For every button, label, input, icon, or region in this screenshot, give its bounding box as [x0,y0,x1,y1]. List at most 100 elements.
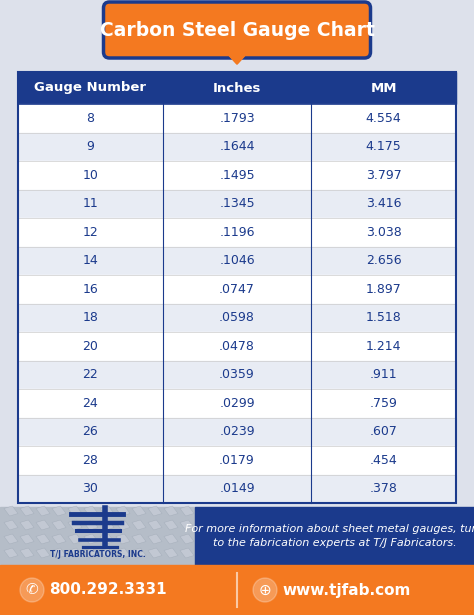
Text: ✆: ✆ [26,582,38,598]
Text: 18: 18 [82,311,98,324]
Text: Gauge Number: Gauge Number [34,82,146,95]
Polygon shape [36,520,50,530]
Text: .454: .454 [370,454,398,467]
Bar [18,475,456,503]
Bar [18,72,456,104]
Polygon shape [132,548,146,558]
Polygon shape [148,506,162,516]
Text: .759: .759 [370,397,398,410]
Text: 3.797: 3.797 [366,169,401,182]
Polygon shape [148,520,162,530]
Polygon shape [100,506,114,516]
Text: .607: .607 [370,425,398,438]
Text: 2.656: 2.656 [366,254,401,268]
Polygon shape [116,520,130,530]
Bar [18,332,456,360]
Text: .378: .378 [370,482,398,495]
Polygon shape [4,506,18,516]
Circle shape [253,578,277,602]
Polygon shape [116,534,130,544]
Text: 3.416: 3.416 [366,197,401,210]
Polygon shape [164,520,178,530]
Polygon shape [132,534,146,544]
Polygon shape [180,520,194,530]
Bar [0,507,195,565]
Bar [18,132,456,161]
Bar [18,418,456,446]
Text: .0598: .0598 [219,311,255,324]
Bar [18,275,456,303]
Polygon shape [180,534,194,544]
Bar [18,389,456,418]
Text: 20: 20 [82,339,98,353]
Polygon shape [148,548,162,558]
Polygon shape [68,534,82,544]
Text: 16: 16 [82,283,98,296]
Text: .0239: .0239 [219,425,255,438]
Polygon shape [180,548,194,558]
Polygon shape [52,534,66,544]
Text: 800.292.3331: 800.292.3331 [49,582,167,598]
Bar [18,446,456,475]
Bar [18,189,456,218]
Polygon shape [164,548,178,558]
Text: 26: 26 [82,425,98,438]
Text: 1.518: 1.518 [366,311,401,324]
Text: 1.214: 1.214 [366,339,401,353]
Polygon shape [84,548,98,558]
Polygon shape [84,534,98,544]
Text: 30: 30 [82,482,98,495]
Bar [0,565,474,615]
Polygon shape [4,534,18,544]
Polygon shape [116,506,130,516]
Polygon shape [36,548,50,558]
Text: 9: 9 [86,140,94,153]
Text: .0747: .0747 [219,283,255,296]
Polygon shape [68,548,82,558]
Polygon shape [100,534,114,544]
Text: 4.175: 4.175 [366,140,401,153]
Polygon shape [52,506,66,516]
Text: Inches: Inches [213,82,261,95]
Bar [18,72,456,503]
Bar [18,161,456,189]
Text: 8: 8 [86,112,94,125]
Text: .0179: .0179 [219,454,255,467]
Polygon shape [84,520,98,530]
Text: .0299: .0299 [219,397,255,410]
Text: MM: MM [371,82,397,95]
Bar [18,360,456,389]
Polygon shape [84,506,98,516]
Text: .1793: .1793 [219,112,255,125]
Text: .1046: .1046 [219,254,255,268]
Text: ⊕: ⊕ [259,582,272,598]
Text: .911: .911 [370,368,398,381]
Polygon shape [164,534,178,544]
Text: 1.897: 1.897 [366,283,401,296]
Circle shape [20,578,44,602]
Text: .0478: .0478 [219,339,255,353]
Text: www.tjfab.com: www.tjfab.com [282,582,410,598]
Text: 24: 24 [82,397,98,410]
Polygon shape [116,548,130,558]
Polygon shape [52,548,66,558]
Polygon shape [4,520,18,530]
Polygon shape [132,520,146,530]
Polygon shape [164,506,178,516]
Polygon shape [52,520,66,530]
Polygon shape [148,534,162,544]
Polygon shape [180,506,194,516]
Text: .0149: .0149 [219,482,255,495]
Polygon shape [20,506,34,516]
Polygon shape [36,534,50,544]
Text: 22: 22 [82,368,98,381]
Text: 4.554: 4.554 [366,112,401,125]
Text: 12: 12 [82,226,98,239]
Polygon shape [20,548,34,558]
Text: 11: 11 [82,197,98,210]
Bar [18,247,456,275]
Text: For more information about sheet metal gauges, turn
to the fabrication experts a: For more information about sheet metal g… [185,524,474,548]
Polygon shape [68,506,82,516]
Text: 14: 14 [82,254,98,268]
Polygon shape [20,534,34,544]
